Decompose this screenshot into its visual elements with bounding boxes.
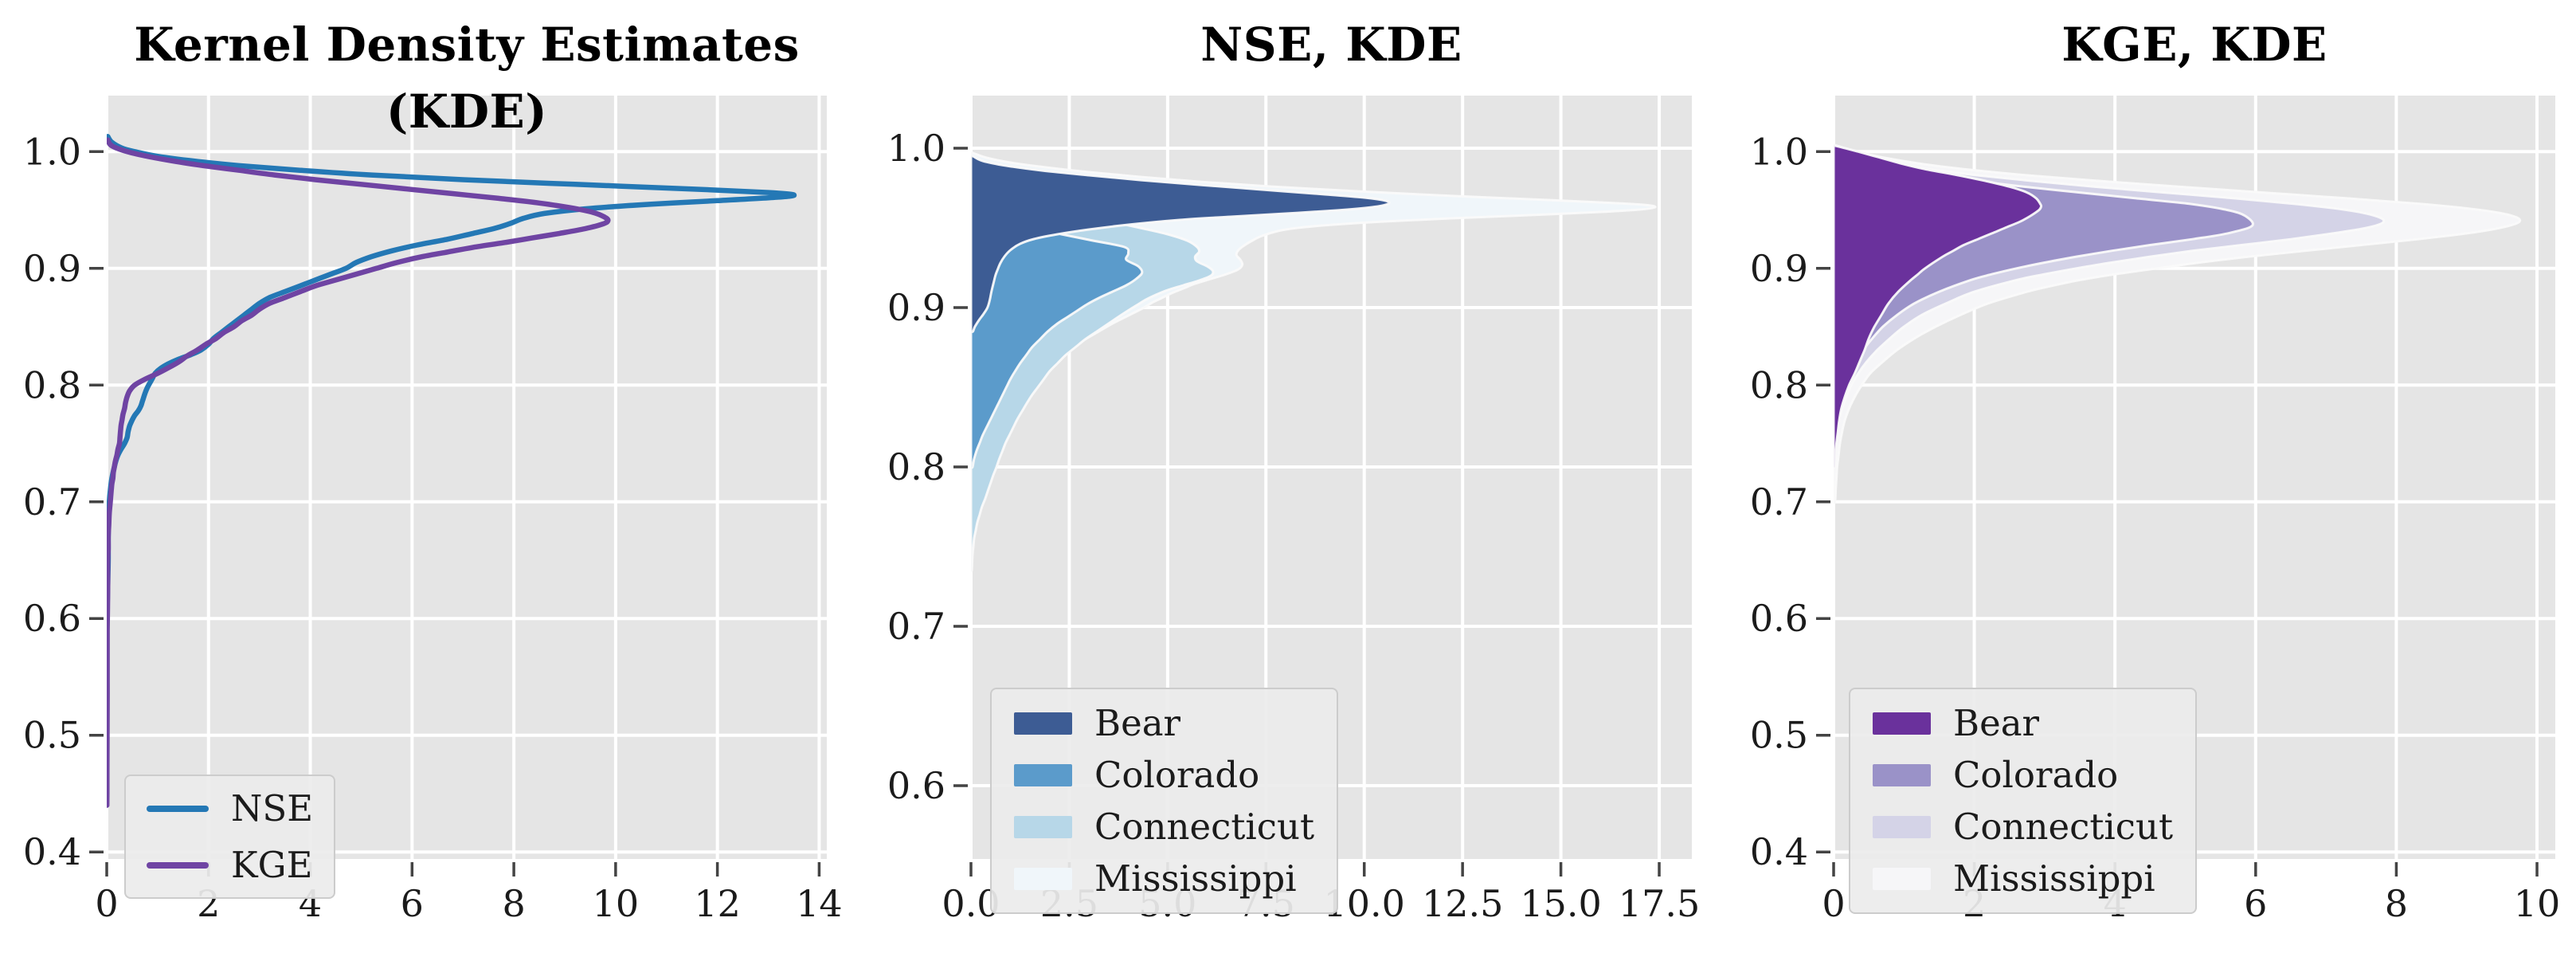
- x-tick-label: 8: [502, 882, 525, 925]
- y-tick-label: 0.4: [1750, 830, 1808, 873]
- y-tick-label: 0.7: [887, 605, 945, 648]
- legend-label: Colorado: [1953, 754, 2119, 796]
- legend-swatch-icon: [1014, 815, 1072, 838]
- legend-swatch-icon: [1014, 763, 1072, 786]
- y-tick-label: 1.0: [23, 130, 81, 173]
- legend-item-connecticut: Connecticut: [1873, 806, 2173, 848]
- y-tick-label: 0.7: [23, 480, 81, 524]
- y-tick-label: 0.6: [1750, 597, 1808, 640]
- page-title: Kernel Density Estimates (KDE): [134, 18, 800, 139]
- legend-label: NSE: [231, 787, 314, 829]
- y-tick-label: 0.4: [23, 830, 81, 873]
- legend-label: Connecticut: [1094, 806, 1315, 848]
- legend-item-kge: KGE: [147, 844, 313, 886]
- x-tick-label: 6: [401, 882, 424, 925]
- legend-item-nse: NSE: [147, 787, 313, 829]
- plot-title-nse: NSE, KDE: [1200, 18, 1462, 72]
- legend: NSE KGE: [124, 775, 336, 899]
- legend-swatch-icon: [1873, 815, 1931, 838]
- series-group: [1834, 143, 2522, 504]
- y-tick-label: 0.8: [1750, 363, 1808, 406]
- legend-label: KGE: [231, 844, 313, 886]
- y-tick-label: 0.8: [23, 363, 81, 406]
- legend-swatch-icon: [147, 805, 209, 812]
- series-kge-line: [107, 137, 611, 808]
- plot-background: [107, 96, 827, 859]
- series-group: [107, 134, 797, 808]
- legend-item-colorado: Colorado: [1014, 754, 1314, 796]
- y-tick-label: 1.0: [887, 127, 945, 170]
- y-tick-label: 0.9: [887, 286, 945, 329]
- plot-title-kge: KGE, KDE: [2061, 18, 2327, 72]
- legend-label: Connecticut: [1953, 806, 2174, 848]
- x-tick-label: 10: [2514, 882, 2561, 925]
- legend: Bear Colorado Connecticut Mississippi: [990, 688, 1339, 914]
- x-tick-label: 8: [2385, 882, 2408, 925]
- y-tick-label: 0.7: [1750, 480, 1808, 524]
- y-tick-label: 0.9: [1750, 247, 1808, 290]
- y-tick-label: 1.0: [1750, 130, 1808, 173]
- legend-label: Bear: [1953, 702, 2040, 744]
- y-tick-label: 0.6: [23, 597, 81, 640]
- x-tick-label: 12: [694, 882, 741, 925]
- legend-swatch-icon: [1014, 712, 1072, 735]
- series-bear-area: [1834, 143, 2043, 469]
- panel-kge-kde: 02468100.40.50.60.70.80.91.0 KGE, KDE Be…: [1717, 0, 2576, 953]
- x-tick-label: 12.5: [1422, 882, 1503, 925]
- legend-label: Colorado: [1094, 754, 1260, 796]
- legend: Bear Colorado Connecticut Mississippi: [1849, 688, 2198, 914]
- legend-item-bear: Bear: [1873, 702, 2173, 744]
- legend-swatch-icon: [1873, 763, 1931, 786]
- x-tick-label: 6: [2244, 882, 2267, 925]
- legend-swatch-icon: [1873, 712, 1931, 735]
- legend-label: Mississippi: [1094, 857, 1297, 900]
- y-tick-label: 0.6: [887, 764, 945, 807]
- series-bear-area: [971, 155, 1391, 333]
- y-tick-label: 0.5: [1750, 714, 1808, 757]
- x-tick-label: 10: [593, 882, 640, 925]
- y-tick-label: 0.8: [887, 445, 945, 488]
- legend-swatch-icon: [147, 861, 209, 869]
- legend-item-colorado: Colorado: [1873, 754, 2173, 796]
- legend-item-mississippi: Mississippi: [1873, 857, 2173, 900]
- x-tick-label: 0: [95, 882, 118, 925]
- legend-label: Mississippi: [1953, 857, 2155, 900]
- y-tick-label: 0.5: [23, 714, 81, 757]
- panel-kde-overview: 0 2 4 6 8 10 12 14 0.4 0.5 0.6 0.7 0.8 0.9 1.0 Kernel …: [0, 0, 859, 953]
- x-tick-label: 0: [1822, 882, 1845, 925]
- legend-label: Bear: [1094, 702, 1181, 744]
- legend-item-connecticut: Connecticut: [1014, 806, 1314, 848]
- series-nse-line: [107, 134, 797, 610]
- legend-item-mississippi: Mississippi: [1014, 857, 1314, 900]
- x-tick-label: 15.0: [1520, 882, 1601, 925]
- panel-nse-kde: 0.02.55.07.510.012.515.017.50.60.70.80.9…: [859, 0, 1717, 953]
- series-colorado-area: [971, 206, 1144, 469]
- legend-swatch-icon: [1873, 867, 1931, 890]
- legend-item-bear: Bear: [1014, 702, 1314, 744]
- y-tick-label: 0.9: [23, 247, 81, 290]
- x-tick-label: 14: [796, 882, 843, 925]
- series-group: [971, 151, 1657, 573]
- legend-swatch-icon: [1014, 867, 1072, 890]
- x-tick-label: 17.5: [1619, 882, 1700, 925]
